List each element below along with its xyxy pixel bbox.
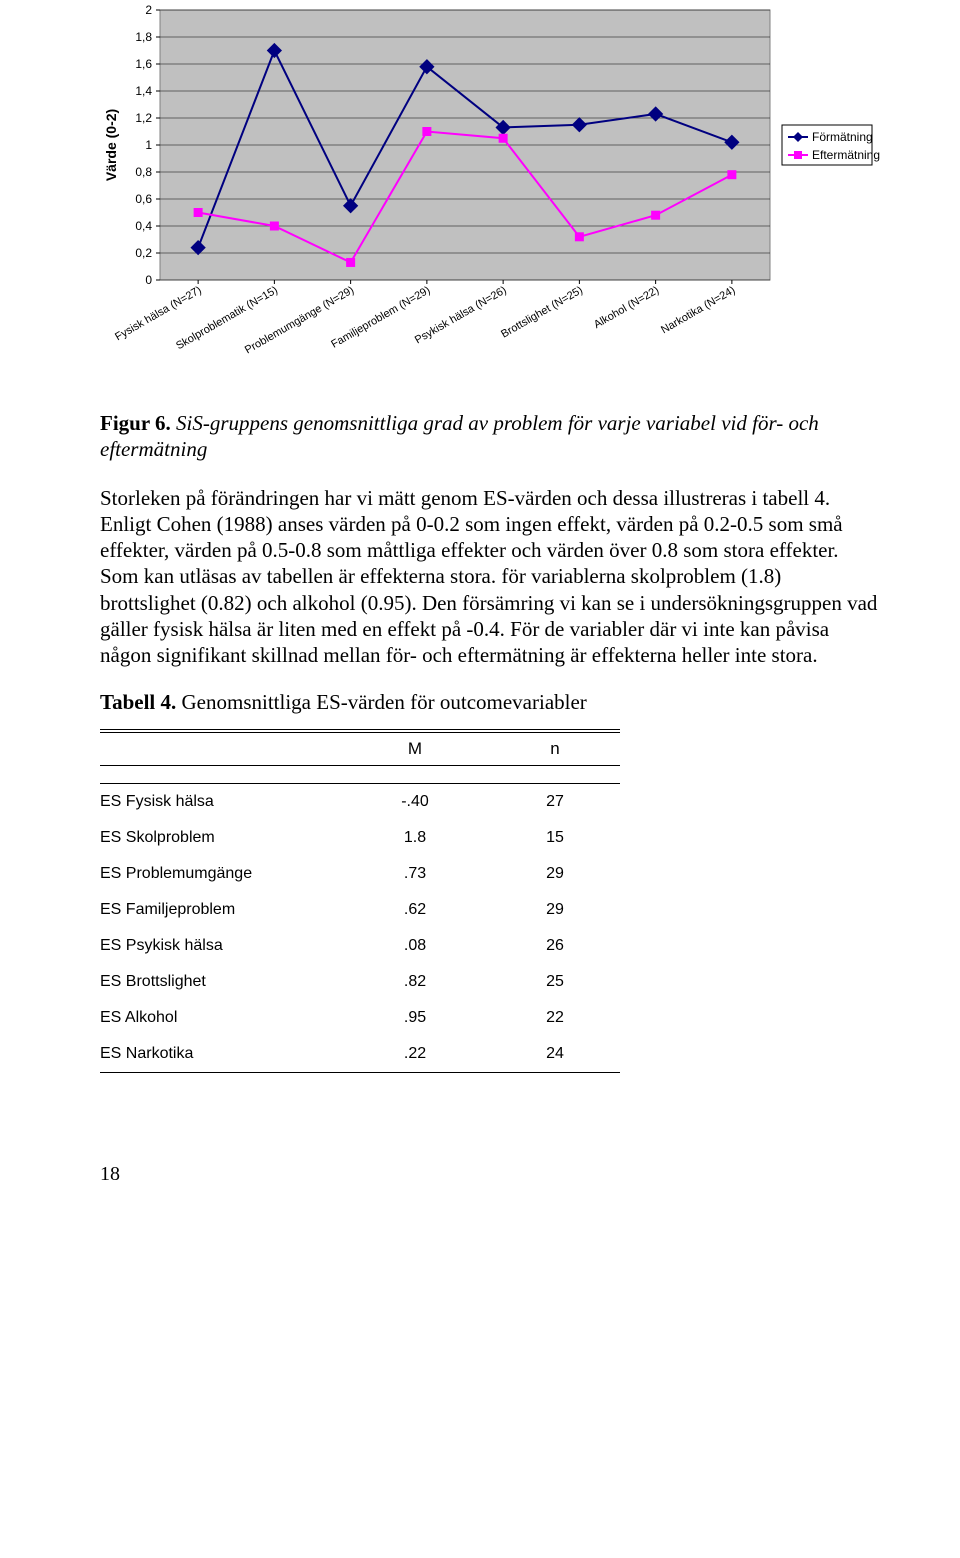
- svg-text:1,2: 1,2: [135, 111, 152, 125]
- es-table-bottom-rule: [100, 1072, 620, 1073]
- svg-text:0: 0: [145, 273, 152, 287]
- svg-text:Värde (0-2): Värde (0-2): [103, 109, 119, 181]
- figure-label: Figur 6.: [100, 411, 171, 435]
- page-number: 18: [100, 1163, 880, 1186]
- es-table-header: M n: [100, 729, 620, 766]
- svg-text:1,6: 1,6: [135, 57, 152, 71]
- variable-cell: ES Narkotika: [100, 1036, 340, 1072]
- svg-text:0,6: 0,6: [135, 192, 152, 206]
- n-cell: 22: [490, 1000, 620, 1036]
- col-header-n: n: [490, 739, 620, 759]
- svg-text:0,4: 0,4: [135, 219, 152, 233]
- n-cell: 25: [490, 964, 620, 1000]
- svg-text:Eftermätning: Eftermätning: [812, 148, 880, 162]
- svg-text:2: 2: [145, 3, 152, 17]
- M-cell: .08: [340, 928, 490, 964]
- es-table-header-gap: [100, 766, 620, 784]
- n-cell: 15: [490, 820, 620, 856]
- col-header-M: M: [340, 739, 490, 759]
- table-caption-text: Genomsnittliga ES-värden för outcomevari…: [182, 690, 587, 714]
- svg-text:Brottslighet (N=25): Brottslighet (N=25): [499, 284, 585, 340]
- M-cell: .62: [340, 892, 490, 928]
- M-cell: .22: [340, 1036, 490, 1072]
- variable-cell: ES Familjeproblem: [100, 892, 340, 928]
- svg-text:Förmätning: Förmätning: [812, 130, 873, 144]
- variable-cell: ES Fysisk hälsa: [100, 784, 340, 820]
- table-row: ES Narkotika.2224: [100, 1036, 620, 1072]
- M-cell: .82: [340, 964, 490, 1000]
- table-row: ES Psykisk hälsa.0826: [100, 928, 620, 964]
- variable-cell: ES Skolproblem: [100, 820, 340, 856]
- svg-text:1,8: 1,8: [135, 30, 152, 44]
- line-chart: 00,20,40,60,811,21,41,61,82Fysisk hälsa …: [100, 0, 880, 390]
- chart-container: 00,20,40,60,811,21,41,61,82Fysisk hälsa …: [100, 0, 880, 390]
- table-row: ES Fysisk hälsa-.4027: [100, 784, 620, 820]
- n-cell: 29: [490, 892, 620, 928]
- n-cell: 26: [490, 928, 620, 964]
- table-row: ES Alkohol.9522: [100, 1000, 620, 1036]
- M-cell: -.40: [340, 784, 490, 820]
- svg-text:Alkohol (N=22): Alkohol (N=22): [592, 284, 661, 331]
- table-row: ES Skolproblem1.815: [100, 820, 620, 856]
- n-cell: 29: [490, 856, 620, 892]
- svg-text:0,2: 0,2: [135, 246, 152, 260]
- variable-cell: ES Alkohol: [100, 1000, 340, 1036]
- figure-6-caption: Figur 6. SiS-gruppens genomsnittliga gra…: [100, 410, 880, 463]
- M-cell: .73: [340, 856, 490, 892]
- svg-text:0,8: 0,8: [135, 165, 152, 179]
- body-paragraph: Storleken på förändringen har vi mätt ge…: [100, 485, 880, 669]
- table-4-caption: Tabell 4. Genomsnittliga ES-värden för o…: [100, 690, 880, 715]
- svg-text:1: 1: [145, 138, 152, 152]
- M-cell: 1.8: [340, 820, 490, 856]
- variable-cell: ES Brottslighet: [100, 964, 340, 1000]
- variable-cell: ES Psykisk hälsa: [100, 928, 340, 964]
- table-row: ES Brottslighet.8225: [100, 964, 620, 1000]
- n-cell: 24: [490, 1036, 620, 1072]
- figure-caption-text: SiS-gruppens genomsnittliga grad av prob…: [100, 411, 819, 461]
- M-cell: .95: [340, 1000, 490, 1036]
- table-label: Tabell 4.: [100, 690, 176, 714]
- svg-text:Narkotika (N=24): Narkotika (N=24): [659, 284, 737, 336]
- n-cell: 27: [490, 784, 620, 820]
- table-row: ES Familjeproblem.6229: [100, 892, 620, 928]
- es-values-table: ES Fysisk hälsa-.4027ES Skolproblem1.815…: [100, 784, 620, 1072]
- table-row: ES Problemumgänge.7329: [100, 856, 620, 892]
- variable-cell: ES Problemumgänge: [100, 856, 340, 892]
- svg-text:1,4: 1,4: [135, 84, 152, 98]
